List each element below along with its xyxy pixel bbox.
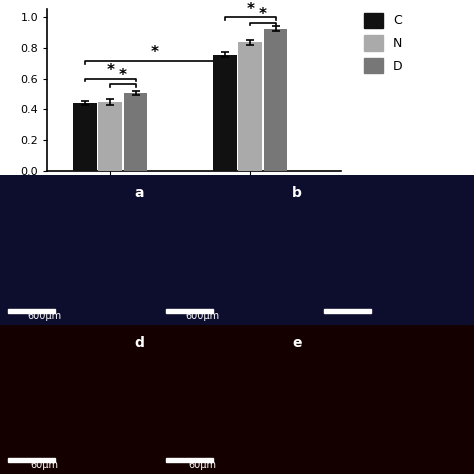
Text: *: * <box>106 63 114 78</box>
Bar <box>264 28 287 171</box>
Text: *: * <box>246 2 255 17</box>
Text: 600μm: 600μm <box>185 311 219 321</box>
Bar <box>8 309 55 313</box>
Bar <box>99 102 122 171</box>
Bar <box>124 93 147 171</box>
Text: *: * <box>119 68 127 83</box>
Bar <box>238 43 262 171</box>
Text: 60μm: 60μm <box>188 460 216 470</box>
Text: 600μm: 600μm <box>27 311 61 321</box>
Bar <box>8 458 55 462</box>
Text: *: * <box>259 7 267 22</box>
Bar <box>166 309 213 313</box>
Bar <box>213 55 237 171</box>
Text: 60μm: 60μm <box>30 460 58 470</box>
Text: *: * <box>151 46 159 61</box>
Legend: C, N, D: C, N, D <box>359 8 408 78</box>
Text: d: d <box>134 336 144 350</box>
Bar <box>166 458 213 462</box>
Text: a: a <box>134 186 144 201</box>
Bar <box>324 309 371 313</box>
Bar <box>73 103 97 171</box>
Text: b: b <box>292 186 302 201</box>
Text: e: e <box>292 336 302 350</box>
